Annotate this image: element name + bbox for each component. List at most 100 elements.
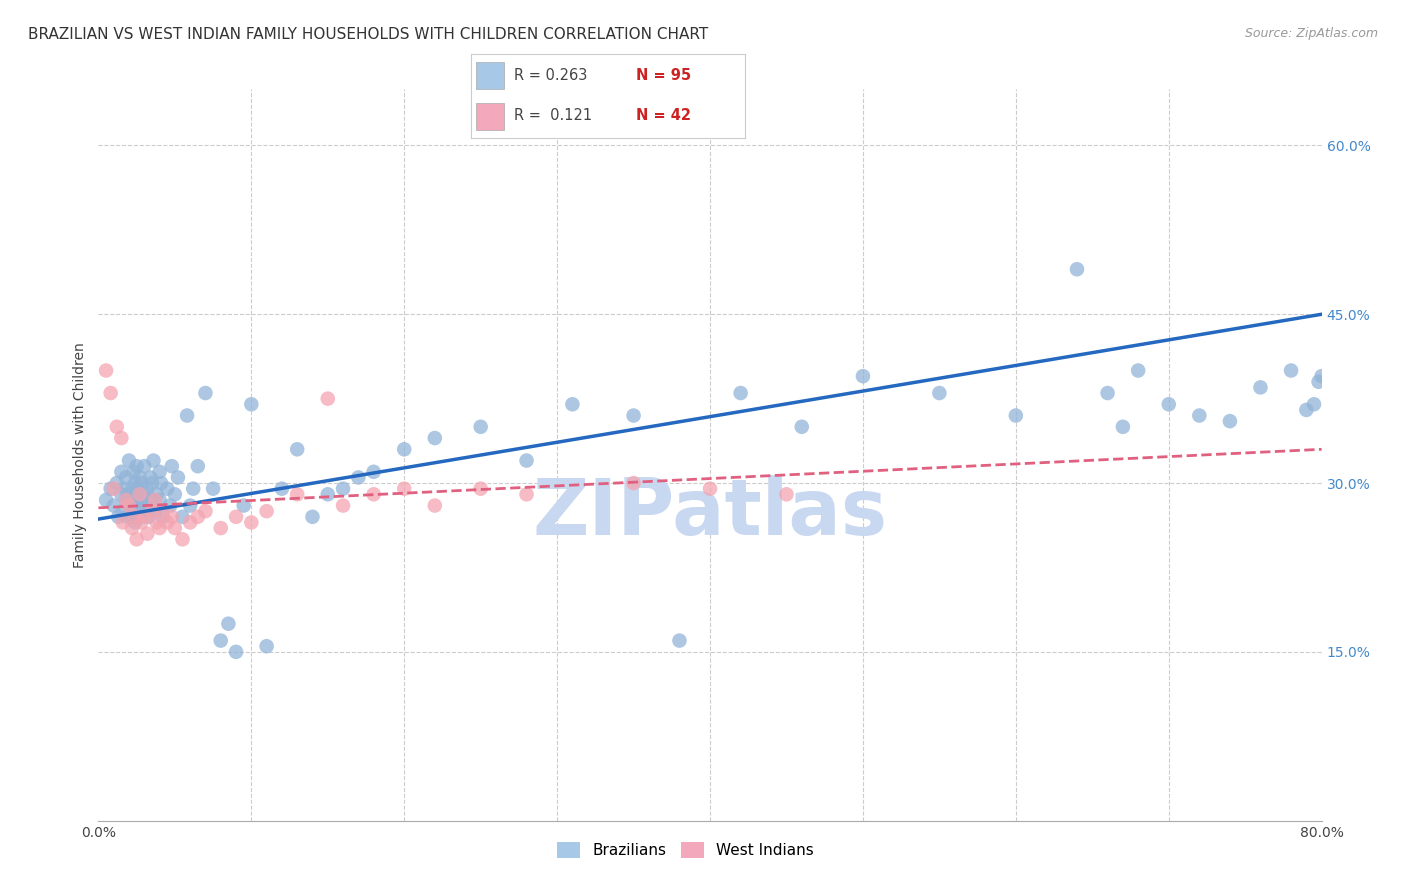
Point — [124, 476, 146, 491]
Point — [125, 533, 148, 547]
Point — [103, 482, 125, 496]
Point — [163, 487, 186, 501]
Point — [225, 645, 247, 659]
Point — [156, 516, 179, 530]
Point — [134, 509, 156, 524]
Point — [470, 482, 492, 496]
Point — [135, 499, 157, 513]
Point — [256, 639, 278, 653]
Text: Source: ZipAtlas.com: Source: ZipAtlas.com — [1244, 27, 1378, 40]
Point — [110, 487, 132, 501]
Point — [316, 392, 339, 406]
Text: R =  0.121: R = 0.121 — [513, 108, 592, 123]
Text: BRAZILIAN VS WEST INDIAN FAMILY HOUSEHOLDS WITH CHILDREN CORRELATION CHART: BRAZILIAN VS WEST INDIAN FAMILY HOUSEHOL… — [28, 27, 709, 42]
Point — [1066, 262, 1088, 277]
Point — [136, 482, 159, 496]
Point — [149, 492, 172, 507]
Point — [790, 419, 813, 434]
Point — [561, 397, 583, 411]
Point — [121, 521, 143, 535]
Point — [285, 442, 308, 457]
Point — [136, 526, 159, 541]
Point — [141, 492, 163, 507]
Point — [100, 386, 122, 401]
Point — [730, 386, 752, 401]
Point — [217, 616, 239, 631]
Point — [103, 499, 125, 513]
Text: ZIPatlas: ZIPatlas — [533, 475, 887, 551]
Point — [194, 504, 217, 518]
Point — [363, 465, 385, 479]
Point — [172, 509, 194, 524]
Bar — [477, 62, 503, 89]
Point — [270, 482, 292, 496]
Point — [392, 442, 416, 457]
Point — [1303, 397, 1326, 411]
Point — [125, 459, 148, 474]
Point — [124, 509, 146, 524]
Point — [134, 487, 156, 501]
Point — [94, 363, 117, 377]
Point — [143, 492, 166, 507]
Point — [145, 487, 167, 501]
Point — [100, 482, 122, 496]
Point — [668, 633, 690, 648]
Point — [176, 409, 198, 423]
Point — [202, 482, 225, 496]
Text: N = 42: N = 42 — [636, 108, 690, 123]
Point — [1295, 403, 1317, 417]
Point — [332, 499, 354, 513]
Point — [156, 482, 179, 496]
Point — [122, 465, 145, 479]
Point — [1097, 386, 1119, 401]
Point — [1219, 414, 1241, 428]
Point — [159, 499, 181, 513]
Point — [111, 504, 134, 518]
Point — [1157, 397, 1180, 411]
Point — [240, 397, 263, 411]
Point — [124, 516, 146, 530]
Point — [256, 504, 278, 518]
Point — [94, 492, 117, 507]
Point — [152, 509, 174, 524]
Point — [160, 509, 183, 524]
Point — [423, 431, 446, 445]
Point — [775, 487, 797, 501]
Point — [699, 482, 721, 496]
Point — [118, 487, 141, 501]
Bar — [477, 103, 503, 130]
Point — [110, 431, 132, 445]
Point — [132, 504, 155, 518]
Point — [107, 509, 129, 524]
Point — [120, 499, 142, 513]
Point — [118, 453, 141, 467]
Point — [1308, 375, 1330, 389]
Point — [316, 487, 339, 501]
Point — [181, 482, 204, 496]
Point — [115, 492, 138, 507]
Text: N = 95: N = 95 — [636, 68, 690, 83]
Point — [142, 453, 165, 467]
Point — [179, 516, 201, 530]
Point — [105, 476, 128, 491]
Point — [150, 476, 173, 491]
Point — [152, 504, 174, 518]
Point — [187, 509, 209, 524]
Point — [301, 509, 323, 524]
Point — [118, 499, 141, 513]
Point — [623, 476, 645, 491]
Point — [225, 509, 247, 524]
Point — [1279, 363, 1302, 377]
Point — [149, 521, 172, 535]
Point — [209, 633, 232, 648]
Point — [1188, 409, 1211, 423]
Point — [115, 492, 138, 507]
Y-axis label: Family Households with Children: Family Households with Children — [73, 342, 87, 568]
Point — [117, 509, 139, 524]
Point — [167, 470, 190, 484]
Point — [139, 470, 162, 484]
Point — [143, 504, 166, 518]
Point — [423, 499, 446, 513]
Point — [1128, 363, 1150, 377]
Point — [121, 482, 143, 496]
